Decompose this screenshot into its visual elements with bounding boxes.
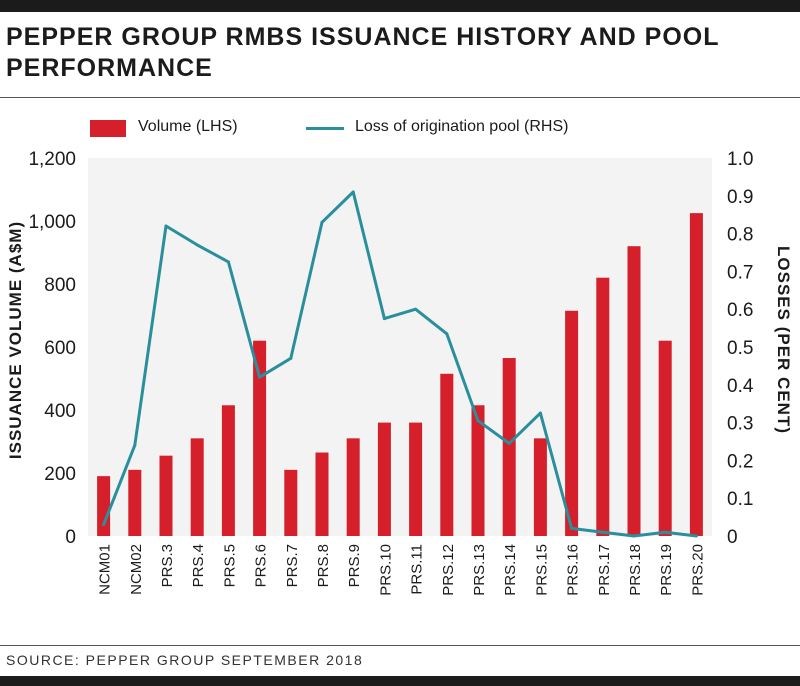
- volume-bar: [658, 340, 672, 536]
- left-tick-label: 1,000: [28, 212, 76, 233]
- loss-point: [476, 419, 480, 423]
- right-tick-label: 0: [727, 527, 738, 548]
- loss-point: [226, 260, 230, 264]
- right-tick-label: 0.3: [727, 414, 753, 435]
- chart-title: PEPPER GROUP RMBS ISSUANCE HISTORY AND P…: [6, 23, 720, 82]
- volume-bar: [689, 213, 703, 536]
- category-label: NCM02: [128, 544, 145, 595]
- loss-point: [538, 411, 542, 415]
- loss-point: [289, 356, 293, 360]
- right-axis-label: LOSSES (PER CENT): [774, 246, 793, 434]
- left-axis-label: ISSUANCE VOLUME (A$M): [6, 220, 25, 460]
- left-tick-label: 1,200: [28, 149, 76, 170]
- category-label: PRS.12: [440, 544, 457, 596]
- volume-bar: [128, 469, 142, 536]
- volume-bar: [190, 438, 204, 536]
- loss-point: [320, 220, 324, 224]
- volume-bar: [221, 405, 235, 536]
- volume-bar: [284, 469, 298, 536]
- loss-point: [632, 534, 636, 538]
- loss-point: [195, 243, 199, 247]
- volume-bar: [471, 405, 485, 536]
- category-label: PRS.17: [596, 544, 613, 596]
- left-tick-label: 200: [44, 464, 76, 485]
- top-rule: [0, 0, 800, 12]
- category-label: PRS.6: [253, 544, 270, 587]
- bottom-rule: [0, 676, 800, 686]
- category-label: PRS.10: [377, 544, 394, 596]
- source-divider: [0, 645, 800, 646]
- legend-loss-label: Loss of origination pool (RHS): [355, 118, 569, 135]
- title-divider: [0, 97, 800, 98]
- category-label: PRS.13: [471, 544, 488, 596]
- volume-bar: [315, 452, 329, 536]
- volume-bar: [502, 358, 516, 536]
- category-label: NCM01: [97, 544, 114, 595]
- category-label: PRS.4: [190, 544, 207, 587]
- category-label: PRS.15: [533, 544, 550, 596]
- category-label: PRS.9: [346, 544, 363, 587]
- category-label: PRS.8: [315, 544, 332, 587]
- volume-bar: [440, 373, 454, 536]
- loss-point: [414, 307, 418, 311]
- category-label: PRS.14: [502, 544, 519, 596]
- category-label: PRS.20: [689, 544, 706, 596]
- right-tick-label: 0.5: [727, 338, 753, 359]
- loss-point: [133, 443, 137, 447]
- volume-bar: [533, 438, 547, 536]
- volume-bar: [565, 310, 579, 536]
- right-tick-label: 1.0: [727, 149, 753, 170]
- loss-point: [663, 530, 667, 534]
- volume-bar: [596, 277, 610, 536]
- loss-point: [382, 317, 386, 321]
- right-tick-label: 0.1: [727, 489, 753, 510]
- category-label: PRS.18: [627, 544, 644, 596]
- loss-point: [507, 441, 511, 445]
- legend-loss-swatch: [306, 127, 344, 130]
- loss-point: [694, 534, 698, 538]
- category-label: PRS.19: [658, 544, 675, 596]
- loss-point: [164, 224, 168, 228]
- loss-point: [258, 375, 262, 379]
- right-tick-label: 0.9: [727, 187, 753, 208]
- loss-line: [102, 190, 697, 538]
- volume-bar: [253, 340, 267, 536]
- volume-bar: [97, 476, 111, 536]
- loss-point: [570, 526, 574, 530]
- category-label: PRS.3: [159, 544, 176, 587]
- volume-bar: [377, 422, 391, 536]
- category-label: PRS.5: [221, 544, 238, 587]
- legend-volume-label: Volume (LHS): [138, 118, 238, 135]
- right-tick-label: 0.8: [727, 225, 753, 246]
- right-tick-label: 0.2: [727, 451, 753, 472]
- source-note: SOURCE: PEPPER GROUP SEPTEMBER 2018: [6, 652, 364, 668]
- right-tick-label: 0.6: [727, 300, 753, 321]
- category-label: PRS.11: [409, 544, 426, 595]
- legend-volume-swatch: [90, 120, 126, 137]
- category-label: PRS.7: [284, 544, 301, 587]
- volume-bar: [159, 455, 173, 536]
- volume-bar: [627, 246, 641, 536]
- left-tick-label: 800: [44, 275, 76, 296]
- loss-point: [102, 523, 106, 527]
- left-tick-label: 400: [44, 401, 76, 422]
- loss-point: [445, 332, 449, 336]
- right-tick-label: 0.4: [727, 376, 754, 397]
- category-label: PRS.16: [565, 544, 582, 596]
- volume-bar: [346, 438, 360, 536]
- volume-bar: [409, 422, 423, 536]
- loss-point: [351, 190, 355, 194]
- right-tick-label: 0.7: [727, 262, 753, 283]
- left-tick-label: 600: [44, 338, 76, 359]
- loss-point: [601, 530, 605, 534]
- left-tick-label: 0: [65, 527, 76, 548]
